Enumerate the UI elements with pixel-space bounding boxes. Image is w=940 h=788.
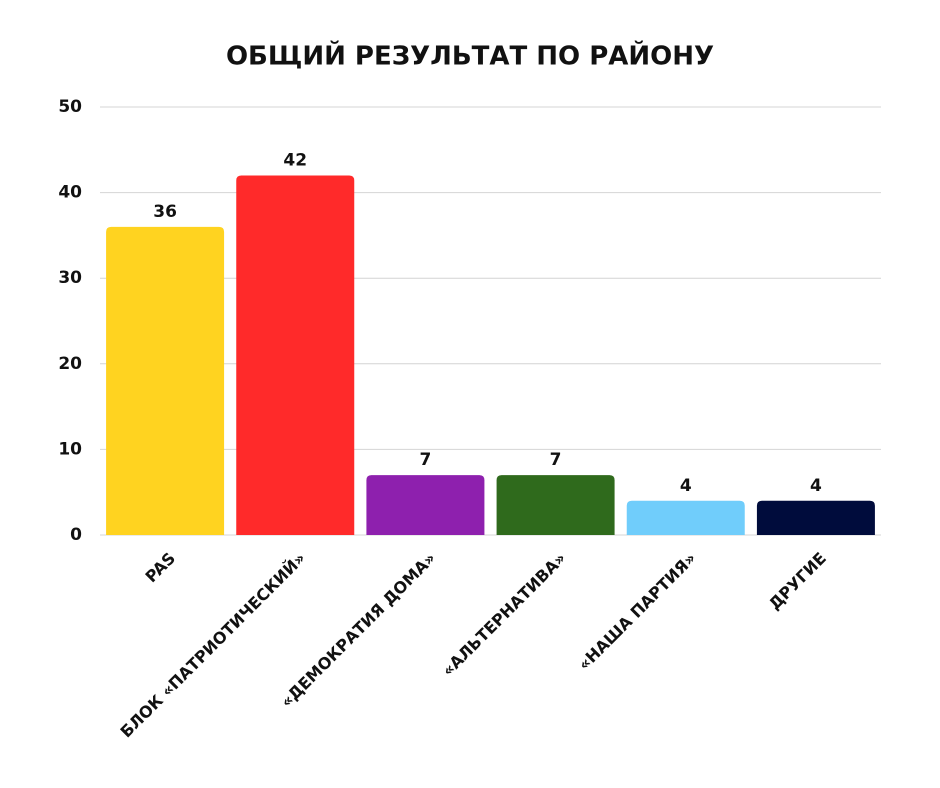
chart-title: ОБЩИЙ РЕЗУЛЬТАТ ПО РАЙОНУ (226, 40, 714, 72)
y-tick-label: 20 (58, 354, 82, 374)
y-tick-label: 30 (58, 268, 82, 288)
x-tick-label: «ДЕМОКРАТИЯ ДОМА» (277, 549, 440, 712)
value-label: 42 (283, 150, 307, 170)
bar (756, 500, 875, 535)
value-label: 7 (419, 450, 431, 470)
value-label: 36 (153, 202, 177, 222)
value-label: 4 (680, 476, 692, 496)
bar (496, 475, 615, 535)
value-label: 4 (810, 476, 822, 496)
x-tick-label: PAS (141, 549, 179, 587)
y-tick-label: 50 (58, 97, 82, 117)
bar (236, 175, 355, 536)
x-tick-label: «АЛЬТЕРНАТИВА» (438, 549, 569, 680)
y-tick-label: 10 (58, 439, 82, 459)
bar (626, 500, 745, 535)
x-tick-label: ДРУГИЕ (765, 549, 830, 614)
x-tick-label: «НАША ПАРТИЯ» (574, 549, 699, 674)
bar (366, 475, 485, 535)
value-label: 7 (550, 450, 562, 470)
y-tick-label: 40 (58, 183, 82, 203)
y-tick-label: 0 (70, 525, 82, 545)
bar (106, 226, 225, 535)
